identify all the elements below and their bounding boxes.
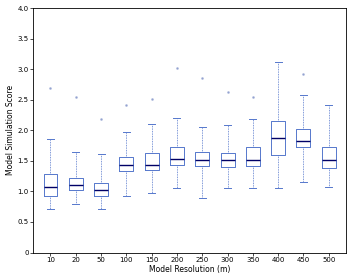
X-axis label: Model Resolution (m): Model Resolution (m) (149, 265, 230, 274)
Y-axis label: Model Simulation Score: Model Simulation Score (6, 85, 14, 175)
